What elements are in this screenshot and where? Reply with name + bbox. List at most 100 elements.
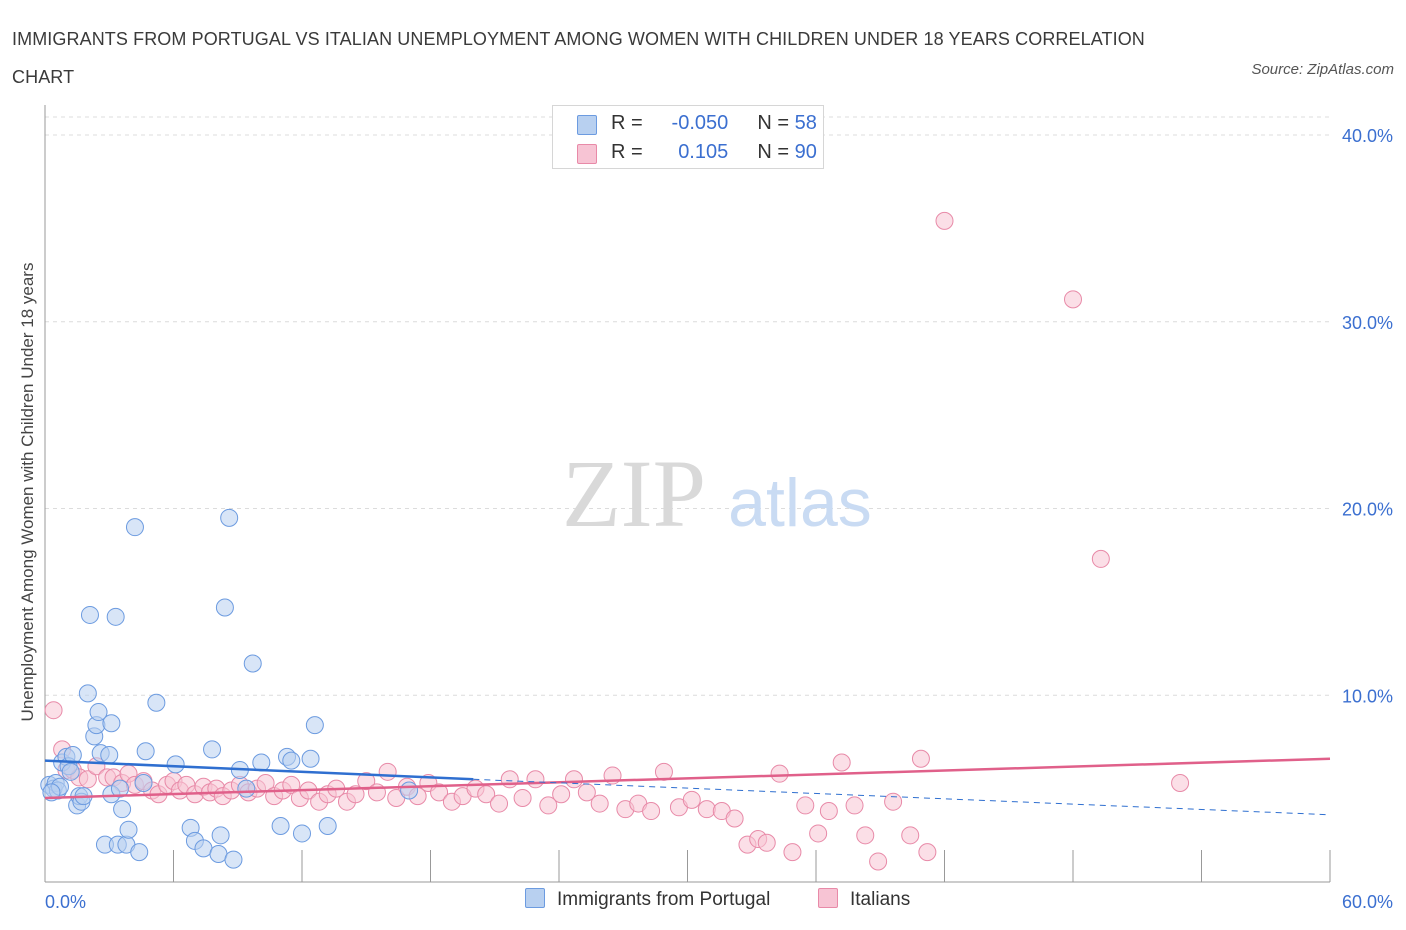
italians-point bbox=[901, 826, 920, 845]
portugal-point bbox=[102, 714, 121, 733]
portugal-point bbox=[211, 826, 230, 845]
portugal-swatch bbox=[577, 115, 597, 135]
italians-point bbox=[539, 796, 558, 815]
r-value: -0.050 bbox=[671, 112, 729, 134]
italians-point bbox=[911, 749, 930, 768]
x-tick-label: 0.0% bbox=[45, 892, 86, 912]
portugal-point bbox=[110, 779, 129, 798]
n-value: 58 bbox=[794, 112, 817, 134]
portugal-point bbox=[282, 751, 301, 770]
italians-point bbox=[796, 796, 815, 815]
italians-point bbox=[884, 792, 903, 811]
portugal-point bbox=[243, 654, 262, 673]
portugal-point bbox=[106, 607, 125, 626]
italians-point bbox=[856, 826, 875, 845]
portugal-point bbox=[224, 850, 243, 869]
portugal-trend-line bbox=[44, 759, 474, 781]
italians-point bbox=[809, 824, 828, 843]
portugal-point bbox=[220, 508, 239, 527]
italians-point bbox=[682, 790, 701, 809]
italians-point bbox=[378, 762, 397, 781]
portugal-point bbox=[61, 762, 80, 781]
legend-label: Italians bbox=[850, 889, 911, 910]
portugal-point bbox=[100, 746, 119, 765]
portugal-point bbox=[209, 844, 228, 863]
watermark: ZIP atlas bbox=[562, 440, 872, 547]
portugal-legend-swatch bbox=[525, 888, 545, 908]
italians-point bbox=[832, 753, 851, 772]
portugal-point bbox=[63, 746, 82, 765]
italians-point bbox=[1091, 549, 1110, 568]
portugal-point bbox=[400, 781, 419, 800]
italians-point bbox=[1064, 290, 1082, 309]
portugal-point bbox=[80, 605, 99, 624]
portugal-point bbox=[252, 753, 271, 772]
italians-point bbox=[935, 211, 954, 230]
stats-legend: R = -0.050 N = 58 R = 0.105 N = 90 bbox=[552, 105, 824, 169]
italians-point bbox=[590, 794, 609, 813]
legend-item-portugal[interactable]: Immigrants from Portugal bbox=[525, 888, 770, 911]
portugal-point bbox=[89, 703, 108, 722]
portugal-point bbox=[194, 839, 213, 858]
n-value: 90 bbox=[794, 141, 817, 163]
italians-point bbox=[44, 701, 63, 720]
italians-point bbox=[770, 764, 789, 783]
italians-point bbox=[869, 852, 888, 871]
x-tick-label: 60.0% bbox=[1342, 892, 1393, 912]
italians-point bbox=[564, 770, 583, 789]
portugal-point bbox=[78, 684, 97, 703]
r-value: 0.105 bbox=[678, 141, 729, 163]
italians-point bbox=[1171, 774, 1190, 793]
italians-point bbox=[357, 772, 376, 791]
italians-point bbox=[526, 770, 545, 789]
italians-trend-line bbox=[44, 757, 1331, 800]
gridlines bbox=[45, 116, 1330, 696]
portugal-point bbox=[203, 740, 222, 759]
portugal-point bbox=[166, 755, 185, 774]
italians-point bbox=[490, 794, 509, 813]
italians-point bbox=[430, 783, 449, 802]
portugal-point bbox=[125, 518, 144, 537]
r-label: R = bbox=[611, 141, 643, 163]
portugal-point bbox=[237, 779, 256, 798]
italians-point bbox=[819, 802, 838, 821]
r-label: R = bbox=[611, 112, 643, 134]
chart-title: IMMIGRANTS FROM PORTUGAL VS ITALIAN UNEM… bbox=[12, 29, 1145, 87]
legend-item-italians[interactable]: Italians bbox=[818, 888, 910, 911]
italians-point bbox=[500, 770, 519, 789]
portugal-point bbox=[301, 749, 320, 768]
y-tick-label: 20.0% bbox=[1342, 500, 1393, 520]
italians-point bbox=[513, 788, 532, 807]
italians-swatch bbox=[577, 144, 597, 164]
portugal-point bbox=[318, 816, 337, 835]
trend-lines bbox=[44, 757, 1331, 816]
portugal-point bbox=[215, 598, 234, 617]
italians-legend-swatch bbox=[818, 888, 838, 908]
data-points bbox=[40, 211, 1190, 871]
italians-point bbox=[783, 843, 802, 862]
italians-point bbox=[725, 809, 744, 828]
portugal-point bbox=[134, 774, 153, 793]
y-tick-label: 30.0% bbox=[1342, 313, 1393, 333]
italians-point bbox=[918, 843, 937, 862]
italians-point bbox=[697, 800, 716, 819]
portugal-point bbox=[305, 716, 324, 735]
italians-point bbox=[757, 833, 776, 852]
legend-label: Immigrants from Portugal bbox=[557, 889, 771, 910]
portugal-point bbox=[130, 843, 149, 862]
portugal-point bbox=[293, 824, 311, 843]
watermark-atlas: atlas bbox=[728, 465, 872, 541]
source-credit: Source: ZipAtlas.com bbox=[1251, 61, 1394, 78]
portugal-point bbox=[113, 800, 132, 819]
y-tick-label: 10.0% bbox=[1342, 686, 1393, 706]
italians-point bbox=[845, 796, 864, 815]
n-label: N = bbox=[757, 141, 790, 163]
portugal-point bbox=[119, 820, 138, 839]
portugal-point bbox=[136, 742, 155, 761]
watermark-zip: ZIP bbox=[562, 440, 706, 547]
portugal-point bbox=[271, 816, 290, 835]
tick-labels: 10.0% 20.0% 30.0% 40.0% 0.0% 60.0% bbox=[45, 126, 1393, 912]
italians-point bbox=[346, 785, 365, 804]
italians-point bbox=[642, 802, 661, 821]
n-label: N = bbox=[757, 112, 790, 134]
